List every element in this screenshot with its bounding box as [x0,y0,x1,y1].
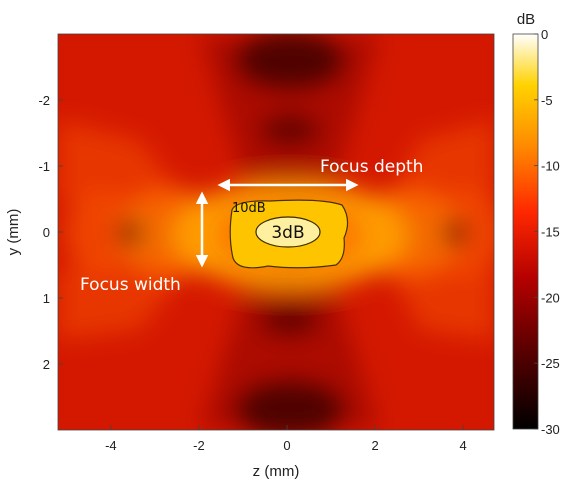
colorbar-tick-label: -15 [541,225,560,240]
x-axis-ticks: -4 -2 0 2 4 [105,425,467,453]
streak-upper-right [380,120,494,220]
x-tick-label: 0 [283,438,290,453]
contour-group [229,199,349,269]
x-tick-label: -2 [193,438,205,453]
colorbar-tick-label: 0 [541,27,548,42]
bottom-dark-spot [235,380,345,430]
lower-dark-lobe [200,270,380,430]
colorbar-tick-label: -10 [541,159,560,174]
x-tick-label: -4 [105,438,117,453]
y-tick-label: 2 [43,357,50,372]
x-tick-label: 2 [371,438,378,453]
annotation-group: Focus depth Focus width 10dB 3dB [80,157,423,295]
lower-dark-spot-2 [260,304,320,336]
contour-3db-label: 3dB [271,223,304,243]
left-null [118,219,142,247]
heatmap-field [58,34,494,430]
colorbar-ticks: 0 -5 -10 -15 -20 -25 -30 [534,27,560,437]
y-tick-label: 1 [43,291,50,306]
far-left-lobe [65,193,135,273]
streak-upper-left [58,120,200,220]
heatmap-lobes [58,34,494,430]
y-axis-label: y (mm) [5,209,22,256]
upper-dark-spot-2 [260,114,320,146]
right-null [443,219,467,247]
y-axis-ticks: -2 -1 0 1 2 [38,93,63,372]
colorbar-tick-label: -20 [541,290,560,305]
colorbar-label: dB [517,11,535,28]
streak-lower-right [380,250,494,340]
y-tick-label: -2 [38,93,50,108]
y-tick-label: -1 [38,159,50,174]
streak-lower-left [58,250,200,340]
contour-3db [255,216,321,248]
x-axis-label: z (mm) [253,463,300,480]
colorbar: dB 0 -5 -10 -15 -20 -25 -30 [512,11,560,437]
contour-10db-label: 10dB [232,201,266,216]
x-tick-label: 4 [460,438,467,453]
top-dark-spot [235,34,345,90]
focus-width-label: Focus width [80,275,181,295]
colorbar-tick-label: -5 [541,93,553,108]
colorbar-tick-label: -25 [541,356,560,371]
y-tick-label: 0 [43,225,50,240]
colorbar-gradient [512,33,539,430]
focus-depth-label: Focus depth [320,157,423,177]
colorbar-tick-label: -30 [541,422,560,437]
